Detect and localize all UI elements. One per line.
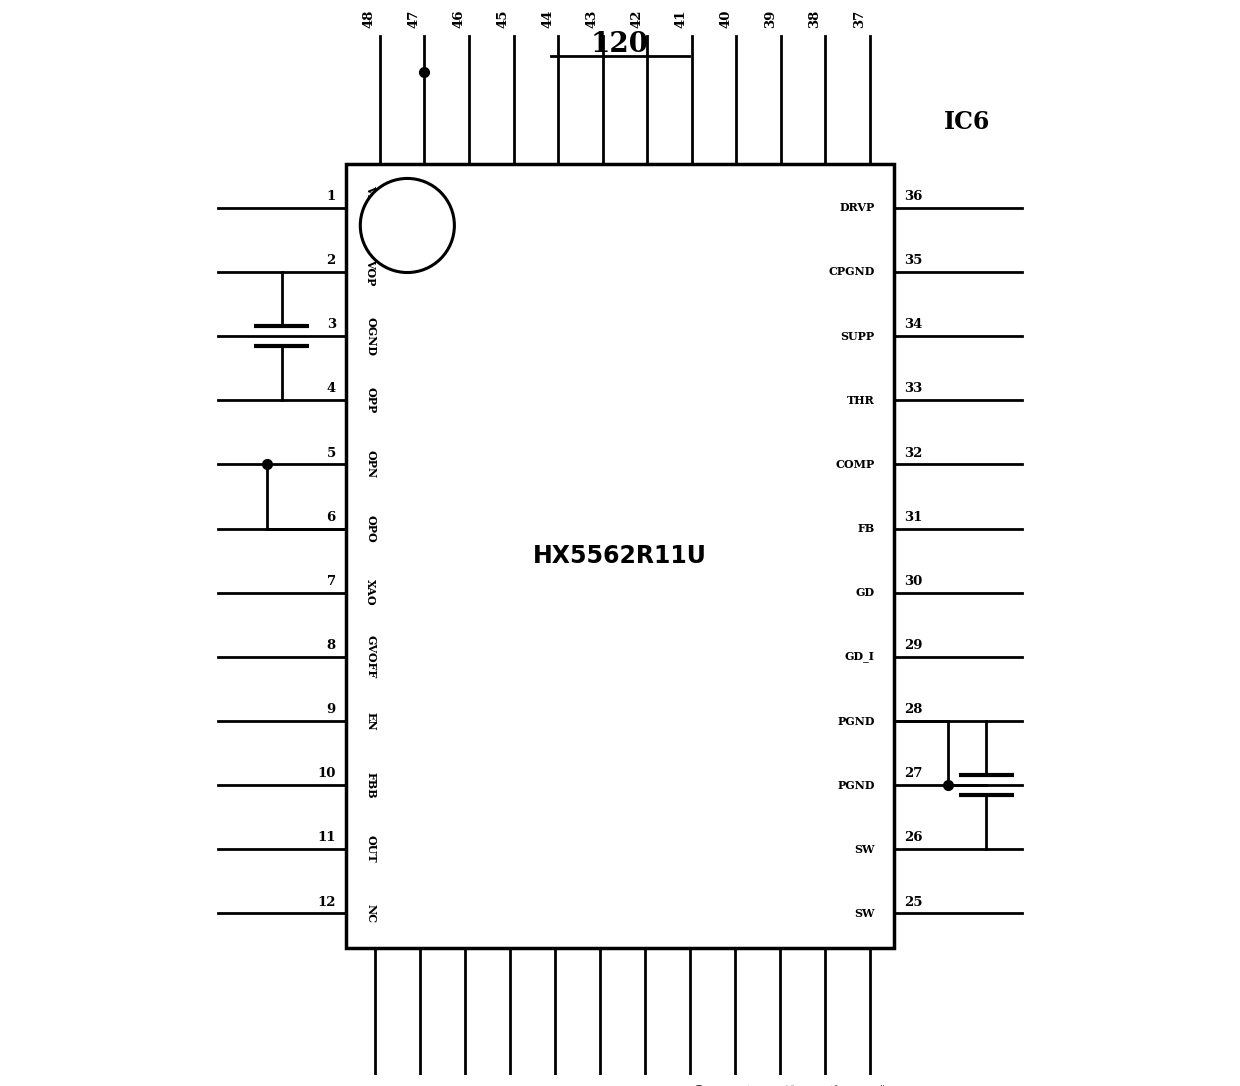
Text: 1: 1: [326, 190, 336, 203]
Text: 40: 40: [719, 10, 733, 28]
Text: PGND: PGND: [837, 780, 874, 791]
Text: 13: 13: [379, 1083, 392, 1086]
Text: THR: THR: [847, 395, 874, 406]
Text: 6: 6: [326, 510, 336, 523]
Text: 36: 36: [904, 190, 923, 203]
Text: OPN: OPN: [366, 451, 376, 479]
Text: 45: 45: [496, 10, 510, 28]
Text: PGND: PGND: [837, 716, 874, 727]
Text: 47: 47: [408, 10, 420, 28]
Text: HX5562R11U: HX5562R11U: [533, 544, 707, 568]
Text: 10: 10: [317, 767, 336, 780]
Text: COMP: COMP: [836, 459, 874, 470]
Text: 26: 26: [904, 832, 923, 845]
Text: 9: 9: [326, 703, 336, 716]
Text: 19: 19: [649, 1083, 662, 1086]
Text: 43: 43: [585, 10, 599, 28]
Text: 25: 25: [904, 896, 923, 909]
Text: 20: 20: [694, 1083, 707, 1086]
Text: 120: 120: [591, 31, 649, 59]
Text: 23: 23: [828, 1083, 842, 1086]
Text: CPGND: CPGND: [828, 266, 874, 278]
Text: FBB: FBB: [366, 772, 376, 798]
Text: 29: 29: [904, 639, 923, 652]
Text: OGND: OGND: [366, 317, 376, 355]
Text: 17: 17: [559, 1083, 572, 1086]
Text: 15: 15: [469, 1083, 482, 1086]
Text: SW: SW: [854, 908, 874, 919]
Text: VOP: VOP: [366, 258, 376, 286]
Text: 39: 39: [764, 10, 777, 28]
Text: 24: 24: [874, 1083, 887, 1086]
Text: EN: EN: [366, 711, 376, 730]
Text: 2: 2: [326, 254, 336, 267]
Text: DRVP: DRVP: [839, 202, 874, 213]
Text: XAO: XAO: [366, 580, 376, 606]
Text: 8: 8: [326, 639, 336, 652]
Bar: [346, 164, 894, 948]
Text: OUT: OUT: [366, 835, 376, 863]
Text: 16: 16: [513, 1083, 527, 1086]
Text: 35: 35: [904, 254, 923, 267]
Text: NC: NC: [366, 904, 376, 923]
Text: FB: FB: [858, 523, 874, 534]
Text: 27: 27: [904, 767, 923, 780]
Text: 32: 32: [904, 446, 923, 459]
Circle shape: [361, 178, 454, 273]
Text: 42: 42: [630, 10, 644, 28]
Text: 48: 48: [363, 10, 376, 28]
Text: 31: 31: [904, 510, 923, 523]
Text: SUPP: SUPP: [841, 330, 874, 342]
Text: SW: SW: [854, 844, 874, 855]
Text: 12: 12: [317, 896, 336, 909]
Text: VREF_I: VREF_I: [366, 186, 376, 230]
Text: IC6: IC6: [944, 111, 990, 135]
Text: 46: 46: [453, 10, 465, 28]
Text: 11: 11: [317, 832, 336, 845]
Text: 7: 7: [326, 574, 336, 588]
Text: GD_I: GD_I: [844, 652, 874, 662]
Text: 41: 41: [675, 10, 688, 28]
Text: 14: 14: [424, 1083, 436, 1086]
Text: GD: GD: [856, 588, 874, 598]
Text: 4: 4: [326, 382, 336, 395]
Text: 5: 5: [326, 446, 336, 459]
Text: 18: 18: [604, 1083, 616, 1086]
Text: 28: 28: [904, 703, 923, 716]
Text: 33: 33: [904, 382, 923, 395]
Text: GVOFF: GVOFF: [366, 635, 376, 679]
Text: 34: 34: [904, 318, 923, 331]
Text: OPO: OPO: [366, 515, 376, 542]
Text: 3: 3: [326, 318, 336, 331]
Text: 30: 30: [904, 574, 923, 588]
Text: 22: 22: [784, 1083, 797, 1086]
Text: 21: 21: [739, 1083, 751, 1086]
Text: 44: 44: [541, 10, 554, 28]
Text: OPP: OPP: [366, 387, 376, 414]
Text: 38: 38: [808, 10, 821, 28]
Text: 37: 37: [853, 10, 866, 28]
